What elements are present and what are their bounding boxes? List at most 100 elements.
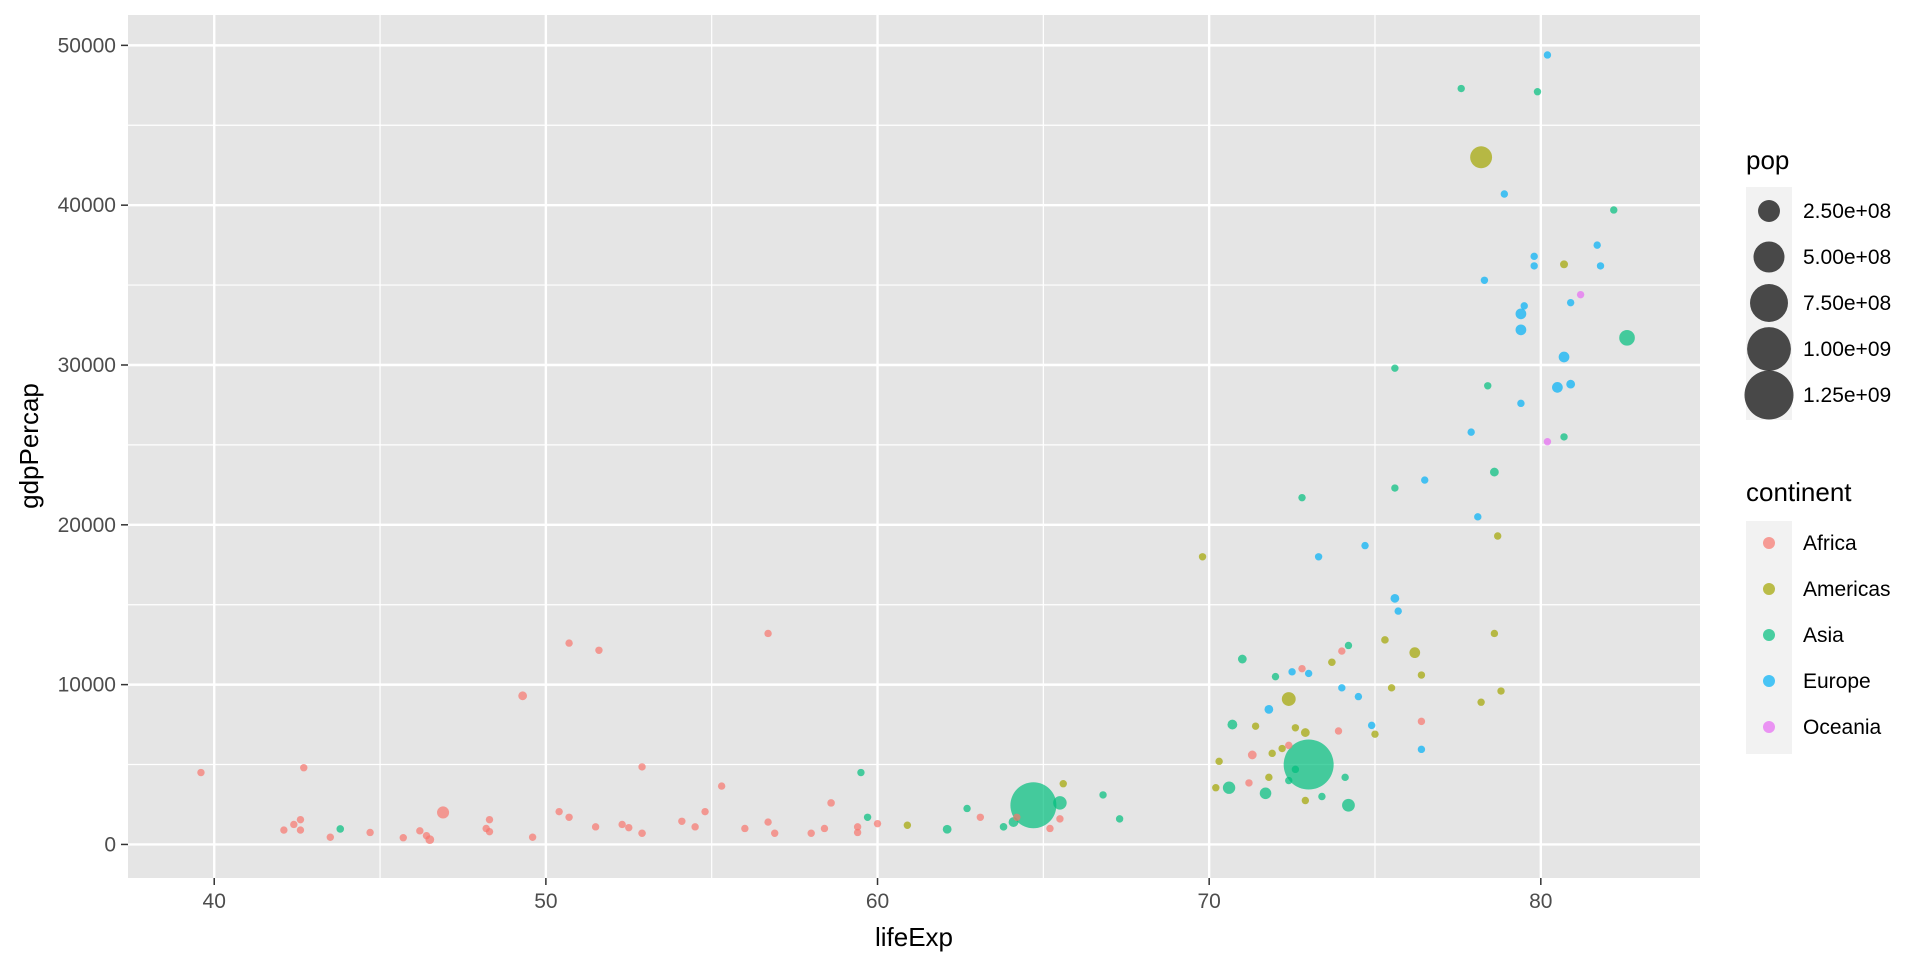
size-legend-label: 7.50e+08 — [1803, 292, 1891, 315]
data-point-europe — [1596, 262, 1605, 270]
data-point-europe — [1558, 351, 1570, 363]
data-point-asia — [1560, 433, 1568, 441]
color-legend-label-oceania: Oceania — [1803, 716, 1882, 739]
data-point-africa — [280, 826, 288, 834]
data-point-africa — [771, 829, 779, 837]
data-point-africa — [764, 629, 772, 638]
size-legend-key — [1750, 284, 1788, 322]
data-point-africa — [296, 815, 305, 824]
size-legend-key — [1753, 241, 1785, 273]
color-legend-label-asia: Asia — [1803, 624, 1844, 647]
data-point-europe — [1314, 553, 1323, 561]
data-point-europe — [1361, 541, 1369, 550]
data-point-asia — [857, 768, 865, 777]
color-legend-key-americas — [1763, 583, 1775, 595]
data-point-africa — [296, 826, 305, 834]
data-point-asia — [1099, 791, 1107, 799]
data-point-africa — [1298, 664, 1306, 673]
data-point-europe — [1566, 298, 1575, 307]
data-point-asia — [1489, 467, 1499, 477]
size-legend-label: 5.00e+08 — [1803, 246, 1891, 269]
data-point-africa — [1417, 717, 1426, 726]
data-point-americas — [1477, 698, 1485, 706]
data-point-europe — [1417, 745, 1426, 754]
data-point-europe — [1304, 669, 1313, 678]
data-points — [197, 51, 1635, 845]
data-point-americas — [1470, 146, 1493, 169]
data-point-asia — [1457, 84, 1465, 93]
data-point-africa — [717, 782, 726, 790]
size-legend-label: 1.00e+09 — [1803, 338, 1891, 361]
data-point-asia — [1341, 773, 1349, 782]
plot-panel — [128, 15, 1700, 878]
data-point-asia — [1115, 815, 1124, 823]
size-legend-key — [1758, 200, 1780, 222]
y-tick-label: 20000 — [58, 514, 116, 537]
data-point-asia — [1391, 484, 1399, 492]
data-point-asia — [1318, 792, 1326, 801]
data-point-oceania — [1576, 290, 1585, 299]
data-point-africa — [820, 824, 829, 833]
data-point-asia — [1283, 739, 1334, 790]
data-point-asia — [1391, 364, 1399, 372]
data-point-africa — [1245, 779, 1253, 787]
x-axis-title: lifeExp — [875, 922, 953, 952]
color-legend-label-europe: Europe — [1803, 670, 1871, 693]
data-point-europe — [1421, 476, 1429, 484]
data-point-europe — [1552, 381, 1563, 393]
data-point-africa — [764, 818, 772, 826]
data-point-africa — [366, 828, 374, 837]
data-point-africa — [625, 823, 633, 832]
data-point-africa — [853, 828, 862, 837]
x-tick-label: 70 — [1197, 890, 1220, 913]
data-point-africa — [807, 829, 815, 837]
data-point-europe — [1467, 428, 1475, 436]
data-point-africa — [485, 815, 494, 824]
data-point-asia — [942, 824, 952, 834]
data-point-asia — [1010, 782, 1057, 829]
data-point-americas — [1493, 532, 1502, 540]
data-point-asia — [1227, 719, 1238, 730]
data-point-europe — [1390, 593, 1400, 603]
data-point-africa — [416, 827, 424, 835]
color-legend-title: continent — [1746, 477, 1852, 507]
data-point-africa — [595, 646, 603, 654]
data-point-africa — [1338, 647, 1346, 655]
data-point-asia — [1285, 776, 1293, 785]
data-point-europe — [1530, 252, 1538, 261]
x-tick-label: 80 — [1529, 890, 1552, 913]
data-point-africa — [565, 639, 573, 647]
data-point-europe — [1566, 379, 1576, 389]
data-point-europe — [1367, 721, 1376, 730]
data-point-africa — [618, 820, 626, 829]
data-point-americas — [1490, 629, 1499, 638]
data-point-americas — [1212, 784, 1220, 792]
data-point-americas — [1215, 757, 1223, 766]
data-point-africa — [1013, 813, 1021, 821]
data-point-africa — [591, 823, 600, 831]
data-point-americas — [1198, 553, 1207, 561]
color-legend-items: Africa Americas Asia Europe Oceania — [1763, 532, 1891, 739]
data-point-asia — [1271, 672, 1280, 681]
data-point-americas — [1387, 684, 1396, 692]
y-tick-label: 30000 — [58, 354, 116, 377]
y-tick-label: 40000 — [58, 194, 116, 217]
size-legend-key — [1744, 370, 1794, 420]
data-point-asia — [963, 804, 971, 813]
color-legend: continent Africa Americas Asia Europe Oceani… — [1746, 477, 1891, 754]
data-point-americas — [903, 821, 912, 829]
data-point-europe — [1515, 324, 1527, 336]
data-point-africa — [197, 768, 205, 777]
data-point-asia — [1344, 641, 1353, 650]
size-legend-title: pop — [1746, 145, 1789, 175]
data-point-africa — [326, 833, 335, 841]
data-point-africa — [741, 824, 749, 833]
data-point-africa — [827, 799, 835, 807]
data-point-africa — [638, 763, 646, 771]
data-point-americas — [1265, 773, 1273, 782]
size-legend-items: 2.50e+08 5.00e+08 7.50e+08 1.00e+09 1.25e+09 — [1744, 200, 1891, 420]
data-point-africa — [482, 824, 490, 833]
data-point-europe — [1543, 51, 1552, 59]
